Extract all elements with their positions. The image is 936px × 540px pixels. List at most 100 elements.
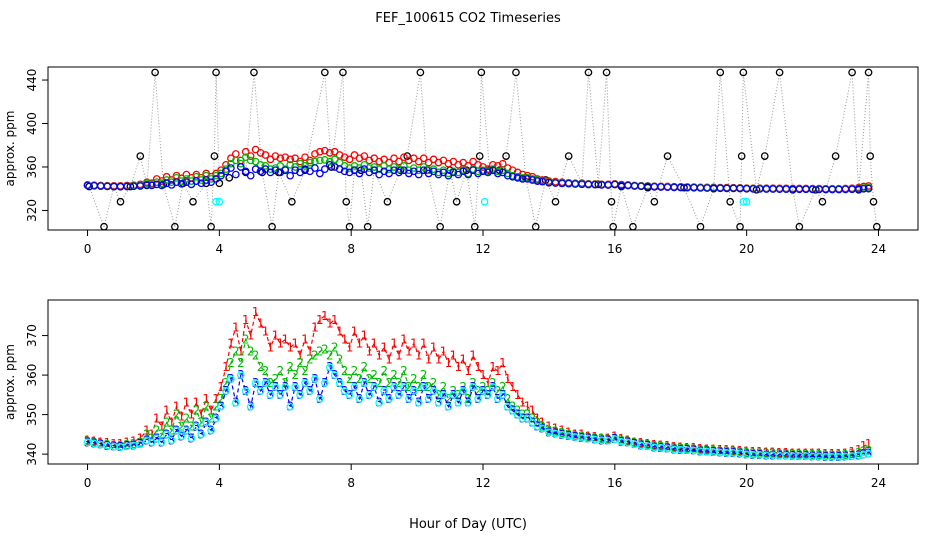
bottom-series-1-point-label: 2 xyxy=(267,376,275,390)
bottom-series-0-point-label: 1 xyxy=(272,329,280,343)
top-series-2-point xyxy=(306,156,314,165)
bottom-series-0-point-label: 1 xyxy=(351,325,359,339)
bottom-series-1-point-label: 2 xyxy=(591,431,599,445)
bottom-series-3-point xyxy=(345,390,354,399)
top-series-1-point xyxy=(742,197,751,206)
bottom-series-0-point-label: 1 xyxy=(716,443,724,457)
top-series-0-point xyxy=(136,152,145,160)
bottom-series-3-point xyxy=(311,375,319,383)
bottom-series-0-point-label: 1 xyxy=(494,364,502,378)
bottom-series-1-point-label: 2 xyxy=(769,447,777,461)
bottom-series-1-point-label: 2 xyxy=(782,447,790,461)
top-series-0-point xyxy=(475,152,484,160)
top-series-0-point xyxy=(288,197,296,206)
bottom-series-0-point-label: 1 xyxy=(183,396,191,410)
bottom-series-0-point-label: 1 xyxy=(232,321,240,335)
bottom-series-1-point-label: 2 xyxy=(207,412,215,426)
bottom-x-tick-label: 8 xyxy=(347,476,355,490)
top-series-0-point xyxy=(609,222,618,230)
bottom-series-1-point-label: 2 xyxy=(286,360,294,374)
bottom-series-3-point xyxy=(147,438,156,447)
bottom-series-1-point-label: 2 xyxy=(197,416,205,430)
bottom-series-2-point-label: 3 xyxy=(435,396,443,410)
bottom-series-1-point-label: 2 xyxy=(117,439,125,453)
bottom-series-1-point-label: 2 xyxy=(657,440,665,454)
top-series-4-point xyxy=(172,178,181,187)
bottom-series-0-point-label: 1 xyxy=(445,356,453,370)
bottom-series-1-point-label: 2 xyxy=(469,376,477,390)
bottom-series-2-point-label: 3 xyxy=(657,441,665,455)
bottom-series-3-point xyxy=(330,371,339,379)
bottom-series-3-point xyxy=(370,383,379,391)
top-series-4-point xyxy=(231,170,240,179)
top-y-axis-label: approx. ppm xyxy=(3,111,17,187)
bottom-series-2-point-label: 3 xyxy=(459,384,467,398)
bottom-series-1-point-label: 2 xyxy=(202,400,210,414)
top-series-0-point xyxy=(268,222,276,230)
bottom-series-2-point-label: 3 xyxy=(664,442,672,456)
bottom-series-1-point-label: 2 xyxy=(529,412,537,426)
top-series-3-point xyxy=(316,156,324,165)
bottom-series-2-point-label: 3 xyxy=(624,436,632,450)
bottom-series-0-point-label: 1 xyxy=(202,392,210,406)
bottom-series-0-point-label: 1 xyxy=(545,419,553,433)
bottom-series-3-point xyxy=(152,434,161,443)
bottom-series-2-point-label: 3 xyxy=(499,388,507,402)
bottom-series-2-point-label: 3 xyxy=(123,439,131,453)
bottom-series-1-point-label: 2 xyxy=(716,444,724,458)
bottom-series-3-point xyxy=(385,394,393,403)
top-series-0-point xyxy=(775,68,784,77)
bottom-series-2-point-label: 3 xyxy=(197,427,205,441)
top-series-0-point xyxy=(564,152,573,160)
bottom-series-2-point-label: 3 xyxy=(474,392,482,406)
top-series-4-point xyxy=(355,169,364,178)
bottom-series-0-point-label: 1 xyxy=(489,360,497,374)
top-series-4-point xyxy=(217,171,225,180)
bottom-series-1-point-label: 2 xyxy=(697,443,705,457)
top-series-4-point xyxy=(533,177,542,185)
bottom-series-2-point-label: 3 xyxy=(178,429,186,443)
bottom-series-3-point xyxy=(143,436,151,445)
top-y-tick-label: 400 xyxy=(25,112,39,135)
top-series-0-point xyxy=(339,68,347,77)
bottom-series-1-point-label: 2 xyxy=(723,445,731,459)
bottom-series-1-point-label: 2 xyxy=(316,344,324,358)
bottom-series-0-point-label: 1 xyxy=(178,410,186,424)
bottom-data-layer: 1111111111111111111111111111111111111111… xyxy=(83,305,873,464)
bottom-series-3-point xyxy=(503,402,512,411)
bottom-series-2-point-label: 3 xyxy=(405,392,413,406)
bottom-series-1-point-label: 2 xyxy=(604,432,612,446)
bottom-series-2-point-label: 3 xyxy=(163,427,171,441)
top-series-3-point xyxy=(236,159,245,168)
bottom-series-0-point-label: 1 xyxy=(90,434,98,448)
bottom-series-0-point-label: 1 xyxy=(644,437,652,451)
bottom-series-1-point-label: 2 xyxy=(514,404,522,418)
bottom-series-2-point-label: 3 xyxy=(336,376,344,390)
bottom-series-2-point-label: 3 xyxy=(400,380,408,394)
top-series-3-point xyxy=(246,156,255,165)
bottom-x-tick-label: 24 xyxy=(871,476,886,490)
top-series-2-point xyxy=(177,174,186,183)
bottom-series-3-point xyxy=(241,387,250,395)
bottom-series-0-point-label: 1 xyxy=(454,360,462,374)
bottom-series-0-point-label: 1 xyxy=(188,408,196,422)
bottom-series-1-point-label: 2 xyxy=(153,423,161,437)
bottom-series-0-point-label: 1 xyxy=(848,445,856,459)
bottom-series-1-point-label: 2 xyxy=(183,412,191,426)
bottom-series-0-point-label: 1 xyxy=(519,396,527,410)
bottom-series-1-point-label: 2 xyxy=(252,348,260,362)
top-series-2-point xyxy=(261,151,270,159)
bottom-series-2-point-label: 3 xyxy=(865,447,873,461)
bottom-series-0-point-label: 1 xyxy=(365,344,373,358)
bottom-series-1-point-label: 2 xyxy=(552,425,560,439)
bottom-series-1-point-label: 2 xyxy=(385,376,393,390)
bottom-series-3-point xyxy=(498,390,507,399)
bottom-series-0-point-label: 1 xyxy=(143,423,151,437)
top-series-0-point xyxy=(345,222,354,230)
bottom-series-1-point-label: 2 xyxy=(848,447,856,461)
top-x-tick-label: 0 xyxy=(84,242,92,256)
bottom-series-3-point xyxy=(320,379,329,387)
bottom-series-2-point-label: 3 xyxy=(272,380,280,394)
bottom-series-3-point xyxy=(409,387,418,395)
bottom-series-0-point-label: 1 xyxy=(331,313,339,327)
